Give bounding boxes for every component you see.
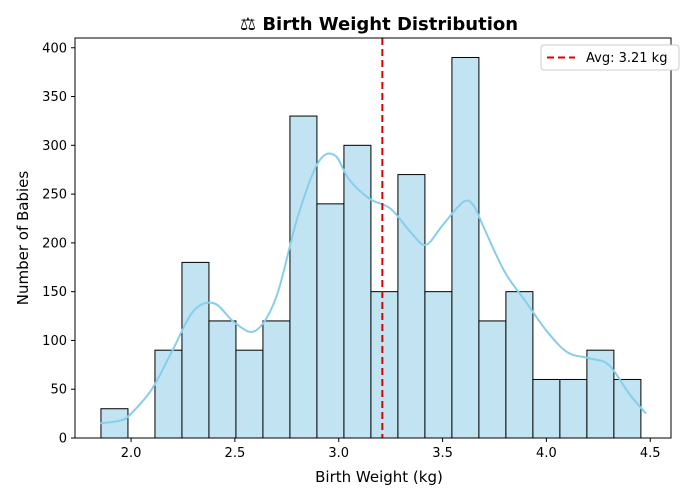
histogram-bar [478,320,507,439]
y-tick-label: 100 [42,334,67,349]
x-tick-label: 2.0 [121,446,142,461]
x-axis-label: Birth Weight (kg) [315,468,443,486]
y-tick-label: 350 [42,90,67,105]
legend-box [540,44,680,71]
y-tick-label: 400 [42,41,67,56]
histogram-bar [424,291,453,439]
kde-curve [99,152,647,425]
histogram-bar [397,174,426,439]
y-tick-label: 0 [59,432,67,447]
histogram-bar [289,115,318,439]
chart-title: ⚖ Birth Weight Distribution [240,14,518,35]
y-tick-label: 300 [42,139,67,154]
x-tick-label: 3.0 [328,446,349,461]
histogram-bar [208,320,237,439]
y-tick-label: 250 [42,188,67,203]
histogram-bars [100,57,642,439]
histogram-bar [181,261,210,439]
histogram-bar [154,349,183,439]
x-axis-ticks: 2.0 2.5 3.0 3.5 4.0 4.5 [121,438,661,461]
y-tick-label: 50 [50,383,67,398]
x-tick-label: 3.5 [432,446,453,461]
histogram-bar [532,378,561,439]
y-tick-label: 150 [42,285,67,300]
histogram-bar [586,349,615,439]
plot-area [74,37,672,439]
histogram-bar [613,378,642,439]
y-axis-label: Number of Babies [14,171,32,306]
histogram-bar [505,291,534,439]
x-tick-label: 2.5 [225,446,246,461]
x-tick-label: 4.0 [536,446,557,461]
histogram-bar [370,291,399,439]
histogram-bar [316,203,345,439]
histogram-bar [559,378,588,439]
histogram-bar [262,320,291,439]
histogram-bar [235,349,264,439]
x-tick-label: 4.5 [640,446,661,461]
y-axis-ticks: 0 50 100 150 200 250 300 350 400 [42,41,75,447]
histogram-bar [451,57,480,439]
y-tick-label: 200 [42,236,67,251]
plot-frame [74,37,672,439]
legend: Avg: 3.21 kg [540,44,680,71]
histogram-bar [343,144,372,439]
legend-label-mean: Avg: 3.21 kg [586,51,667,66]
